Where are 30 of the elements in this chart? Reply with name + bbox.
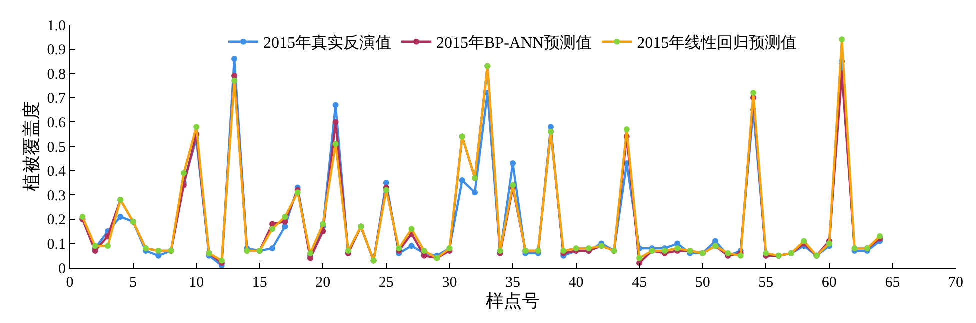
y-tick-label: 0.5 — [47, 140, 66, 156]
x-tick-label: 25 — [378, 275, 394, 291]
y-tick-label: 0.6 — [47, 115, 66, 132]
y-axis-title: 植被覆盖度 — [21, 102, 42, 192]
legend-label: 2015年BP-ANN预测值 — [436, 35, 592, 52]
y-tick-label: 0 — [58, 261, 66, 278]
y-tick-label: 0.8 — [47, 66, 66, 83]
y-tick-label: 1.0 — [47, 18, 66, 34]
x-tick-label: 65 — [885, 275, 900, 291]
x-tick-label: 50 — [695, 275, 710, 291]
x-tick-label: 70 — [948, 275, 964, 291]
x-tick-label: 30 — [442, 275, 458, 291]
y-tick-label: 0.3 — [47, 188, 66, 204]
y-tick-label: 0.2 — [47, 212, 66, 229]
y-tick-label: 0.9 — [47, 42, 66, 59]
y-tick-label: 0.4 — [47, 164, 66, 180]
x-tick-label: 60 — [822, 275, 837, 291]
legend-label: 2015年线性回归预测值 — [637, 34, 798, 52]
x-tick-label: 40 — [568, 275, 584, 291]
x-tick-label: 20 — [316, 275, 331, 291]
x-axis-title: 样点号 — [486, 291, 540, 312]
x-tick-label: 5 — [130, 275, 138, 291]
y-tick-label: 0.7 — [47, 91, 66, 108]
x-tick-label: 45 — [632, 275, 648, 291]
x-tick-label: 35 — [506, 275, 520, 291]
x-tick-label: 15 — [252, 275, 268, 291]
x-tick-label: 55 — [758, 275, 774, 291]
x-tick-label: 10 — [189, 275, 204, 291]
legend-label: 2015年真实反演值 — [264, 34, 392, 52]
y-tick-label: 0.1 — [47, 236, 66, 253]
